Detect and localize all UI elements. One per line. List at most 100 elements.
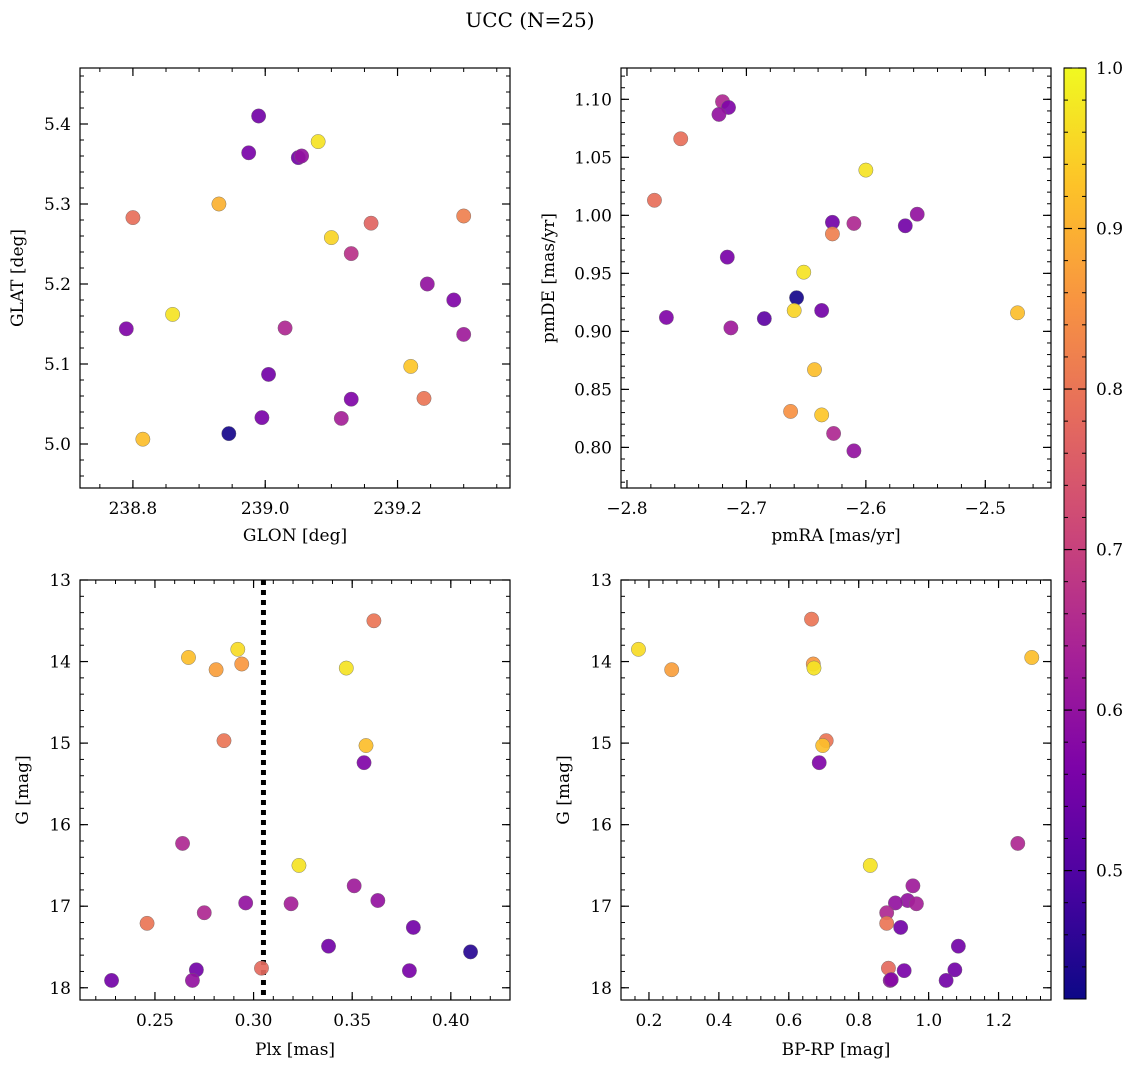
panel-glon-glat-y-tick-label: 5.0	[44, 435, 71, 455]
panel-pmra-pmde-y-tick-label: 0.85	[574, 380, 612, 400]
panel-pmra-pmde-point	[673, 131, 689, 147]
panel-pmra-pmde-point	[846, 216, 862, 231]
panel-bprp-g: 0.2 0.4 0.6 0.8 1.0 1.2 13 14 15 16 17 18 BP-RP [ma…	[554, 571, 1052, 1060]
panel-pmra-pmde-point	[826, 426, 842, 441]
panel-pmra-pmde-xlabel: pmRA [mas/yr]	[771, 526, 900, 546]
panel-pmra-pmde-point	[909, 206, 925, 222]
panel-glon-glat-ylabel: GLAT [deg]	[8, 229, 28, 327]
panel-bprp-g-point	[806, 660, 822, 676]
panel-plx-g-point	[139, 915, 155, 931]
panel-plx-g-y-tick-label: 18	[49, 979, 71, 999]
panel-plx-g: 0.25 0.30 0.35 0.40 13 14 15 16 17 18 Plx [mas] G…	[13, 571, 511, 1060]
panel-bprp-g-point	[811, 755, 827, 771]
panel-glon-glat-y-tick-label: 5.2	[44, 275, 71, 295]
panel-pmra-pmde-point	[796, 264, 812, 280]
panel-bprp-g-point	[804, 611, 819, 627]
panel-plx-g-point	[402, 963, 417, 979]
panel-bprp-g-point	[896, 963, 912, 979]
panel-glon-glat-point	[343, 246, 359, 262]
panel-bprp-g-point	[883, 972, 899, 988]
panel-plx-g-point	[238, 895, 254, 911]
panel-pmra-pmde-point	[858, 162, 874, 178]
panel-glon-glat-point	[416, 390, 432, 406]
panel-pmra-pmde-point	[786, 303, 802, 318]
panel-pmra-pmde-point	[723, 320, 739, 336]
panel-bprp-g-point	[862, 858, 878, 873]
panel-bprp-g-point	[938, 973, 954, 988]
colorbar-tick-label: 0.6	[1096, 701, 1123, 721]
panel-glon-glat-frame	[79, 67, 511, 489]
panel-pmra-pmde-point	[846, 443, 862, 459]
panel-pmra-pmde-point	[897, 218, 913, 234]
panel-plx-g-point	[338, 660, 354, 676]
colorbar-tick-label: 0.8	[1096, 380, 1123, 400]
panel-bprp-g-point	[879, 915, 895, 931]
panel-plx-g-point	[104, 973, 119, 988]
panel-bprp-g-point	[664, 662, 680, 678]
panel-plx-g-point	[254, 960, 269, 976]
panel-glon-glat-point	[363, 215, 379, 231]
panel-pmra-pmde-y-tick-label: 1.10	[574, 90, 612, 110]
panel-plx-g-x-tick-label: 0.35	[333, 1011, 371, 1031]
panel-plx-g-x-tick-label: 0.30	[235, 1011, 273, 1031]
panel-bprp-g-xlabel: BP-RP [mag]	[782, 1040, 891, 1060]
panel-bprp-g-point	[909, 896, 924, 912]
panel-glon-glat-point	[277, 320, 293, 336]
panel-glon-glat-y-tick-label: 5.1	[44, 355, 71, 375]
panel-plx-g-point	[283, 896, 299, 912]
colorbar-tick-label: 1.0	[1096, 59, 1123, 79]
panel-glon-glat-point	[456, 208, 472, 224]
colorbar-tick-label: 0.9	[1096, 220, 1123, 240]
panel-bprp-g-ylabel: G [mag]	[554, 755, 574, 824]
panel-glon-glat-point	[241, 145, 257, 161]
panel-pmra-pmde-y-tick-label: 0.90	[574, 322, 612, 342]
panel-plx-g-xlabel: Plx [mas]	[255, 1040, 335, 1060]
panel-plx-g-y-tick-label: 15	[49, 734, 71, 754]
panel-plx-g-x-tick-label: 0.40	[432, 1011, 470, 1031]
panel-bprp-g-y-tick-label: 13	[590, 571, 612, 591]
panel-pmra-pmde-point	[658, 310, 674, 325]
panel-bprp-g-x-tick-label: 1.0	[915, 1011, 942, 1031]
panel-glon-glat-point	[261, 366, 276, 382]
colorbar-tick-label: 0.7	[1096, 541, 1123, 561]
panel-bprp-g-y-tick-label: 17	[590, 897, 612, 917]
panel-pmra-pmde-point	[814, 303, 830, 318]
panel-plx-g-frame	[79, 579, 511, 1001]
panel-bprp-g-y-tick-label: 16	[590, 816, 612, 836]
panel-glon-glat-x-tick-label: 238.8	[109, 499, 158, 519]
panel-plx-g-point	[370, 893, 386, 908]
panel-plx-g-point	[366, 613, 382, 629]
panel-bprp-g-y-tick-label: 15	[590, 734, 612, 754]
panel-pmra-pmde-y-tick-label: 1.00	[574, 206, 612, 226]
panel-plx-g-y-tick-label: 14	[49, 653, 71, 673]
panel-pmra-pmde: −2.8 −2.7 −2.6 −2.5 0.80 0.85 0.90 0.95 1.00 1.05…	[539, 67, 1052, 546]
panel-plx-g-point	[405, 920, 421, 935]
panel-pmra-pmde-point	[789, 290, 804, 306]
panel-glon-glat-point	[323, 230, 339, 246]
panel-glon-glat-point	[419, 276, 435, 292]
panel-glon-glat-y-tick-label: 5.4	[44, 115, 71, 135]
panel-pmra-pmde-point	[807, 362, 822, 378]
panel-pmra-pmde-y-tick-label: 0.95	[574, 264, 612, 284]
figure-title: UCC (N=25)	[465, 8, 594, 32]
panel-plx-g-y-tick-label: 17	[49, 897, 71, 917]
panel-glon-glat-point	[403, 358, 419, 374]
panel-glon-glat-point	[165, 306, 181, 322]
panel-plx-g-point	[196, 905, 212, 921]
panel-bprp-g-point	[947, 962, 963, 978]
panel-glon-glat: 238.8 239.0 239.2 5.0 5.1 5.2 5.3 5.4 GLON [deg…	[8, 67, 511, 546]
panel-pmra-pmde-x-tick-label: −2.8	[606, 499, 647, 519]
colorbar-gradient	[1063, 67, 1087, 1000]
panel-plx-g-point	[356, 755, 372, 771]
panel-pmra-pmde-x-tick-label: −2.5	[965, 499, 1006, 519]
panel-pmra-pmde-y-tick-label: 0.80	[574, 438, 612, 458]
panel-bprp-g-point	[1010, 836, 1026, 851]
panel-bprp-g-point	[815, 738, 831, 753]
panel-plx-g-point	[321, 938, 336, 954]
panel-glon-glat-point	[118, 321, 134, 337]
panel-bprp-g-point	[631, 641, 646, 657]
panel-pmra-pmde-x-tick-label: −2.6	[845, 499, 886, 519]
panel-plx-g-point	[175, 836, 190, 851]
panel-glon-glat-point	[211, 196, 227, 212]
panel-pmra-pmde-point	[814, 407, 830, 423]
